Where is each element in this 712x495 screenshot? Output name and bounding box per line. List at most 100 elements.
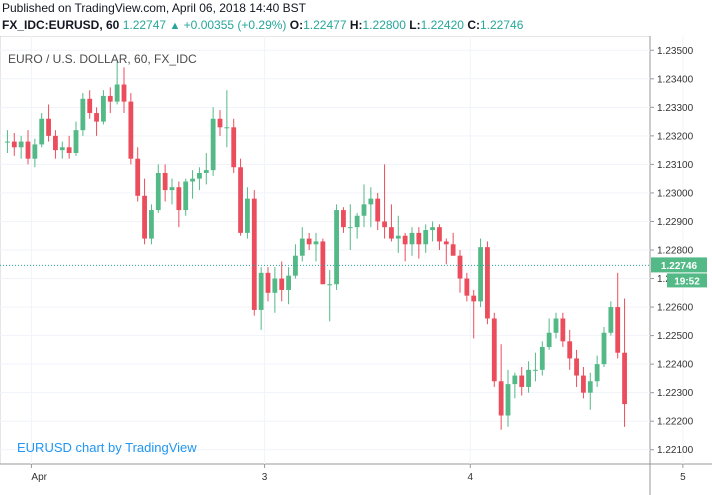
candle	[183, 178, 189, 216]
candle-body	[293, 255, 298, 276]
candle	[87, 90, 93, 119]
candle	[539, 341, 545, 376]
candle	[53, 130, 58, 159]
candle-body	[553, 318, 559, 333]
candle	[450, 232, 456, 256]
close-value: 1.22746	[479, 18, 524, 32]
candle-body	[450, 244, 456, 256]
candle	[327, 269, 333, 322]
candle-body	[320, 241, 326, 285]
candle-body	[286, 275, 291, 290]
candle	[423, 224, 429, 253]
candle	[437, 224, 442, 250]
candles-group	[5, 61, 627, 430]
candle	[190, 170, 195, 199]
candle	[553, 312, 559, 339]
candle	[347, 204, 353, 250]
candle-body	[347, 227, 353, 229]
candle-body	[327, 284, 333, 286]
candlestick-chart[interactable]: 1.23500 1.23400 1.23300 1.23200 1.23100 1.230…	[0, 36, 712, 495]
candle-body	[368, 198, 374, 205]
candle	[279, 261, 285, 302]
candle-body	[135, 158, 141, 196]
candle-body	[485, 247, 490, 319]
candle-body	[478, 247, 483, 302]
candle-body	[238, 167, 243, 233]
candle-body	[149, 210, 154, 239]
chart-frame[interactable]: 1.23500 1.23400 1.23300 1.23200 1.23100 1.230…	[0, 36, 712, 495]
candle	[135, 147, 141, 202]
candle	[73, 121, 79, 156]
candle	[80, 93, 86, 136]
candle	[114, 61, 120, 105]
candle-body	[622, 352, 627, 405]
candle-body	[80, 98, 86, 131]
candle-body	[505, 384, 511, 416]
candle	[519, 366, 525, 396]
candle-body	[539, 347, 545, 370]
symbol-label: FX_IDC:EURUSD, 60	[2, 18, 120, 32]
low-value: 1.22420	[420, 18, 464, 32]
candle-body	[11, 141, 17, 148]
price-axis: 1.23500 1.23400 1.23300 1.23200 1.23100 1.230…	[650, 46, 694, 456]
open-value: 1.22477	[303, 18, 347, 32]
candle-body	[279, 278, 285, 290]
candle-body	[217, 118, 223, 128]
candle-body	[46, 118, 51, 136]
candle-body	[224, 127, 230, 129]
y-tick-label: 1.23500	[657, 46, 694, 57]
candle	[320, 238, 326, 285]
candle-body	[114, 84, 120, 102]
candle	[251, 190, 257, 316]
candle	[334, 204, 339, 290]
candle	[142, 178, 147, 245]
candle-body	[416, 232, 422, 245]
candle	[272, 267, 278, 313]
close-label: C:	[467, 18, 480, 32]
candle-body	[265, 272, 271, 293]
quote-bar: FX_IDC:EURUSD, 60 1.22747 ▲ +0.00355 (+0…	[2, 18, 523, 32]
candle	[5, 130, 10, 153]
candle	[224, 90, 230, 148]
candle-body	[567, 341, 573, 359]
candle-body	[32, 144, 38, 159]
candle-body	[491, 318, 497, 382]
candle	[265, 267, 271, 302]
candle	[149, 204, 154, 245]
candle	[197, 167, 202, 191]
chart-title: EURO / U.S. DOLLAR, 60, FX_IDC	[8, 52, 197, 66]
candle	[615, 272, 621, 359]
candle	[245, 187, 250, 239]
candle	[443, 238, 449, 265]
candle	[416, 227, 422, 259]
candle	[203, 152, 209, 185]
candle-body	[203, 170, 209, 173]
candle	[94, 107, 99, 136]
candle	[430, 221, 435, 242]
y-tick-label: 1.22200	[657, 417, 694, 428]
price-tag: 1.22746 19:52	[651, 257, 707, 288]
candle	[162, 164, 168, 202]
candle-body	[87, 98, 93, 114]
candle	[258, 267, 264, 330]
candle	[622, 298, 627, 427]
candle-body	[581, 375, 586, 393]
watermark: EURUSD chart by TradingView	[17, 440, 197, 455]
candle	[46, 104, 51, 142]
candle	[581, 366, 586, 399]
candle	[526, 361, 531, 393]
candle	[594, 355, 600, 387]
x-tick-label: 4	[468, 472, 474, 483]
candle	[231, 118, 237, 173]
candle-body	[5, 141, 10, 143]
candle	[587, 372, 593, 410]
candle-body	[457, 255, 463, 279]
candle-body	[142, 195, 147, 239]
candle	[66, 135, 72, 159]
candle-body	[299, 238, 305, 256]
candle	[128, 93, 134, 165]
candle	[293, 244, 298, 279]
candle-body	[162, 172, 168, 191]
candle	[286, 267, 291, 305]
high-value: 1.22800	[362, 18, 406, 32]
